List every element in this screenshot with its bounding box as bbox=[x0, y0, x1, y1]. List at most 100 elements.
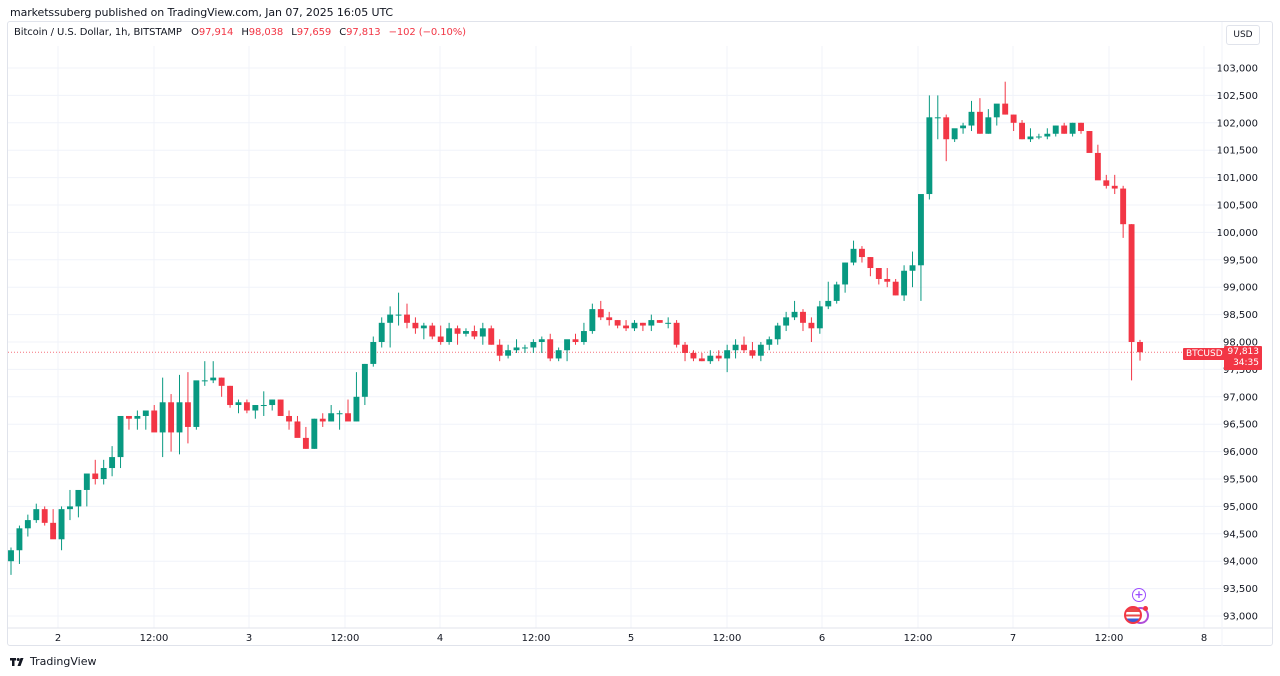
candle-down bbox=[1111, 185, 1118, 189]
candle-up bbox=[1035, 136, 1042, 138]
candle-down bbox=[126, 415, 132, 419]
x-axis-label: 6 bbox=[819, 633, 825, 644]
last-price-value: 97,813 bbox=[1227, 347, 1260, 357]
candle-down bbox=[286, 415, 292, 422]
y-axis-label: 94,000 bbox=[1223, 557, 1258, 568]
candle-down bbox=[92, 473, 99, 479]
candle-up bbox=[1069, 122, 1076, 134]
y-axis-label: 102,500 bbox=[1217, 91, 1258, 102]
add-event-icon[interactable]: + bbox=[1132, 588, 1146, 602]
tradingview-logo[interactable]: TradingView bbox=[10, 655, 96, 668]
candle-up bbox=[420, 325, 427, 329]
change-value: −102 (−0.10%) bbox=[388, 27, 466, 38]
event-notification-dot-icon bbox=[1143, 606, 1148, 611]
currency-button[interactable]: USD bbox=[1226, 25, 1260, 45]
candle-up bbox=[791, 311, 798, 318]
candle-up bbox=[513, 347, 520, 351]
candle-down bbox=[597, 309, 604, 318]
candle-down bbox=[1086, 131, 1093, 153]
candle-down bbox=[690, 352, 697, 359]
x-axis-label: 12:00 bbox=[1095, 633, 1124, 644]
x-axis-label: 12:00 bbox=[140, 633, 169, 644]
candle-up bbox=[985, 117, 992, 134]
candle-down bbox=[749, 350, 756, 356]
candle-up bbox=[328, 413, 335, 422]
low-label: L bbox=[291, 27, 297, 38]
candle-up bbox=[16, 528, 23, 551]
candle-down bbox=[547, 339, 554, 359]
x-axis-label: 12:00 bbox=[713, 633, 742, 644]
candle-up bbox=[825, 300, 832, 307]
open-value: 97,914 bbox=[198, 27, 234, 38]
candle-up bbox=[1044, 133, 1051, 137]
candle-up bbox=[833, 284, 840, 301]
candle-up bbox=[521, 347, 528, 349]
y-axis-label: 100,500 bbox=[1217, 201, 1258, 212]
symbol-description[interactable]: Bitcoin / U.S. Dollar, 1h, BITSTAMP bbox=[14, 27, 182, 38]
candle-down bbox=[1002, 103, 1009, 115]
candle-up bbox=[1052, 125, 1059, 134]
candle-down bbox=[741, 344, 747, 351]
candle-up bbox=[774, 325, 781, 340]
candle-up bbox=[951, 128, 958, 140]
high-value: 98,038 bbox=[248, 27, 284, 38]
candle-up bbox=[842, 262, 849, 285]
candle-up bbox=[311, 418, 318, 449]
candle-up bbox=[142, 410, 149, 416]
y-axis-label: 98,500 bbox=[1223, 310, 1258, 321]
candle-up bbox=[707, 355, 714, 362]
y-axis-label: 96,500 bbox=[1223, 420, 1258, 431]
tradingview-mark-icon bbox=[10, 657, 24, 666]
candle-up bbox=[555, 350, 562, 359]
candle-down bbox=[454, 328, 461, 334]
candle-down bbox=[429, 325, 436, 337]
candle-up bbox=[252, 405, 259, 411]
candle-up bbox=[850, 248, 857, 263]
candle-down bbox=[623, 325, 630, 329]
y-axis-label: 93,500 bbox=[1223, 584, 1258, 595]
open-label: O bbox=[191, 27, 199, 38]
candle-down bbox=[875, 268, 882, 279]
candle-down bbox=[1078, 122, 1084, 132]
symbol-price-label: BTCUSD bbox=[1183, 348, 1226, 360]
us-flag-event-icon[interactable] bbox=[1124, 606, 1142, 624]
ohlc-legend: Bitcoin / U.S. Dollar, 1h, BITSTAMP O97,… bbox=[14, 27, 466, 38]
candle-down bbox=[1103, 180, 1110, 186]
candle-up bbox=[631, 322, 638, 329]
chart-frame[interactable] bbox=[7, 21, 1273, 646]
candle-up bbox=[757, 344, 764, 356]
candle-up bbox=[100, 468, 107, 479]
candle-up bbox=[67, 506, 73, 510]
x-axis-label: 12:00 bbox=[522, 633, 551, 644]
candle-up bbox=[193, 380, 200, 427]
candle-up bbox=[901, 270, 908, 296]
candle-down bbox=[698, 358, 705, 362]
candle-down bbox=[168, 402, 175, 433]
y-axis-label: 99,500 bbox=[1223, 255, 1258, 266]
x-axis-label: 7 bbox=[1010, 633, 1016, 644]
candle-down bbox=[437, 336, 444, 342]
candle-up bbox=[934, 117, 941, 119]
candle-up bbox=[201, 380, 208, 382]
candle-down bbox=[471, 331, 478, 337]
y-axis-label: 97,500 bbox=[1223, 365, 1258, 376]
candle-up bbox=[75, 489, 82, 507]
candle-up bbox=[960, 125, 967, 129]
candle-down bbox=[867, 257, 874, 269]
candle-down bbox=[1019, 122, 1025, 140]
candle-down bbox=[673, 322, 680, 345]
candle-up bbox=[8, 550, 14, 562]
candle-up bbox=[505, 350, 512, 356]
candle-up bbox=[538, 339, 545, 342]
low-value: 97,659 bbox=[296, 27, 332, 38]
candle-up bbox=[33, 509, 40, 521]
candle-down bbox=[1137, 342, 1143, 353]
candle-down bbox=[572, 339, 579, 342]
candle-up bbox=[463, 331, 469, 334]
high-label: H bbox=[241, 27, 249, 38]
y-axis-label: 93,000 bbox=[1223, 612, 1258, 623]
candle-up bbox=[917, 194, 924, 266]
candle-up bbox=[530, 342, 537, 348]
candle-up bbox=[665, 322, 672, 324]
